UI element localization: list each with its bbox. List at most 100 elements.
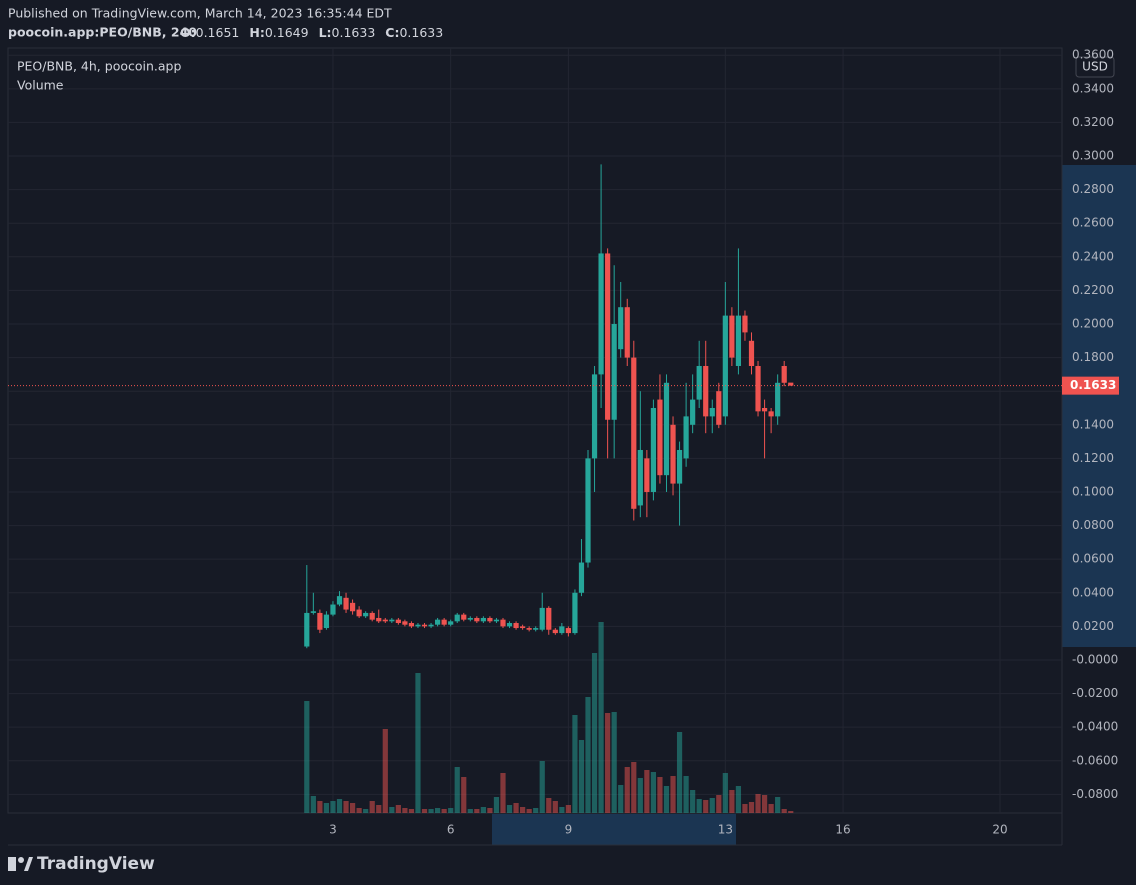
y-tick-label: -0.0000 bbox=[1072, 652, 1118, 666]
volume-bar bbox=[487, 808, 493, 813]
candle-body bbox=[402, 621, 408, 625]
y-tick-label: 0.3200 bbox=[1072, 115, 1114, 129]
volume-bar bbox=[768, 804, 774, 813]
o-value: 0.1651 bbox=[196, 25, 240, 40]
y-tick-label: 0.2000 bbox=[1072, 316, 1114, 330]
candle-body bbox=[709, 407, 715, 417]
y-tick-label: 0.1200 bbox=[1072, 451, 1114, 465]
candle-body bbox=[415, 624, 421, 627]
candle-body bbox=[735, 315, 742, 366]
currency-button[interactable] bbox=[1075, 56, 1115, 78]
volume-bar bbox=[474, 809, 480, 813]
volume-bar bbox=[506, 805, 513, 813]
logo-mark bbox=[18, 857, 24, 863]
candle-body bbox=[435, 619, 441, 625]
y-tick-label: 0.2200 bbox=[1072, 283, 1114, 297]
volume-bar bbox=[428, 809, 434, 813]
h-key: H: bbox=[249, 25, 264, 40]
candle-body bbox=[591, 374, 598, 459]
volume-bar bbox=[448, 808, 454, 813]
candle-body bbox=[448, 621, 454, 625]
brand: TradingView bbox=[37, 854, 155, 874]
candle-body bbox=[748, 340, 755, 366]
candle-body bbox=[775, 382, 781, 417]
y-tick-label: 0.0800 bbox=[1072, 518, 1114, 532]
volume-bar bbox=[572, 715, 578, 813]
candle-body bbox=[349, 602, 356, 612]
volume-bar bbox=[748, 802, 755, 813]
volume-bar bbox=[631, 762, 637, 813]
l-value: 0.1633 bbox=[332, 25, 376, 40]
volume-bar bbox=[493, 797, 500, 813]
volume-bar bbox=[676, 732, 683, 813]
candle-body bbox=[683, 416, 689, 459]
volume-bar bbox=[742, 804, 748, 813]
candle-body bbox=[356, 609, 362, 617]
candle-body bbox=[493, 619, 500, 622]
candle-body bbox=[644, 458, 650, 492]
y-tick-label: -0.0200 bbox=[1072, 686, 1118, 700]
volume-bar bbox=[402, 808, 408, 813]
candle-body bbox=[343, 597, 349, 610]
volume-bar bbox=[565, 805, 571, 813]
y-tick-label: 0.0400 bbox=[1072, 585, 1114, 599]
candle-body bbox=[716, 391, 722, 425]
c-value: 0.1633 bbox=[399, 25, 443, 40]
volume-bar bbox=[467, 809, 473, 813]
volume-bar bbox=[709, 798, 715, 813]
volume-bar bbox=[644, 770, 650, 813]
candle-body bbox=[474, 617, 480, 622]
volume-bar bbox=[788, 811, 794, 813]
y-tick-label: 0.1000 bbox=[1072, 484, 1114, 498]
candle-body bbox=[722, 315, 728, 417]
candle-body bbox=[363, 612, 369, 617]
candle-body bbox=[487, 617, 493, 622]
published: Published on TradingView.com, March 14, … bbox=[8, 6, 392, 21]
volume-bar bbox=[336, 799, 343, 813]
candle-body bbox=[788, 382, 794, 386]
candle-body bbox=[755, 365, 761, 412]
candle-body bbox=[336, 596, 343, 605]
volume-legend: Volume bbox=[17, 78, 64, 93]
candle-body bbox=[703, 365, 709, 417]
volume-bar bbox=[317, 801, 323, 813]
y-tick-label: 0.1400 bbox=[1072, 417, 1114, 431]
volume-bar bbox=[415, 673, 421, 813]
candle-body bbox=[742, 315, 748, 333]
candle-body bbox=[761, 407, 768, 412]
candle-body bbox=[500, 619, 506, 627]
candle-body bbox=[565, 628, 571, 634]
volume-bar bbox=[369, 801, 375, 813]
candle-body bbox=[395, 619, 401, 624]
candle-body bbox=[781, 365, 787, 383]
volume-bar bbox=[500, 773, 506, 813]
candle-body bbox=[539, 607, 545, 630]
volume-bar bbox=[323, 803, 330, 813]
candle-body bbox=[624, 307, 630, 358]
candle-body bbox=[768, 411, 774, 417]
candle-body bbox=[330, 604, 336, 615]
candle-body bbox=[650, 407, 657, 492]
volume-bar bbox=[696, 799, 702, 813]
candle-body bbox=[670, 424, 676, 484]
volume-bar bbox=[304, 701, 310, 813]
candle-body bbox=[533, 628, 539, 630]
price-label-box bbox=[1062, 376, 1119, 395]
volume-bar bbox=[421, 809, 428, 813]
candle-body bbox=[729, 315, 735, 358]
volume-bar bbox=[781, 809, 787, 813]
volume-bar bbox=[520, 807, 526, 813]
volume-bar bbox=[480, 807, 486, 813]
candle-body bbox=[421, 624, 428, 627]
y-tick-label: 0.0600 bbox=[1072, 552, 1114, 566]
y-tick-label: 0.2800 bbox=[1072, 182, 1114, 196]
volume-bar bbox=[611, 712, 617, 813]
candle-body bbox=[461, 614, 467, 620]
volume-bar bbox=[343, 801, 349, 813]
y-tick-label: -0.0400 bbox=[1072, 720, 1118, 734]
price-range-highlight bbox=[1062, 165, 1136, 647]
candle-body bbox=[506, 623, 513, 627]
volume-bar bbox=[591, 653, 598, 813]
y-tick-label: 0.3600 bbox=[1072, 48, 1114, 62]
